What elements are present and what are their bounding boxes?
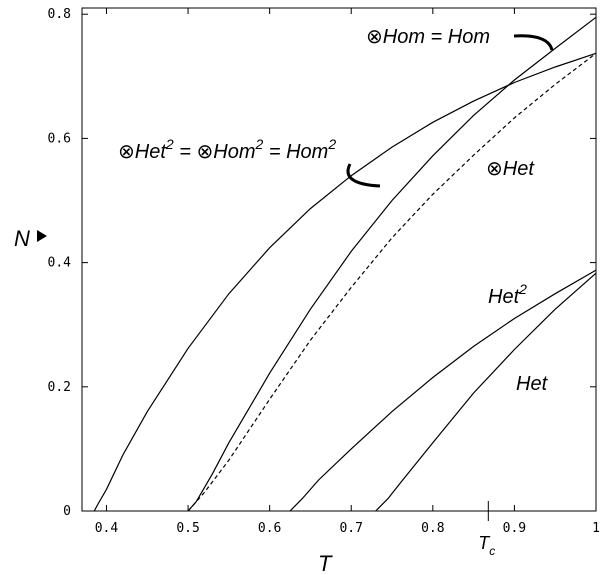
x-tick-label: 0.6: [258, 521, 281, 536]
annotation-squares-pointer: [346, 163, 381, 188]
curves: [93, 16, 597, 512]
series-line-1: [187, 16, 597, 512]
annotation-hom: ⊗Hom = Hom: [366, 26, 490, 48]
x-tick-label: 0.8: [421, 521, 444, 536]
x-tick-label: 0.9: [503, 521, 526, 536]
y-tick-label: 0: [63, 504, 71, 519]
series-line-4: [375, 272, 597, 512]
annotation-het: Het: [516, 373, 549, 395]
tc-marker-label: Tc: [478, 533, 495, 558]
x-axis-label: T: [318, 551, 333, 575]
annotation-tensor-het: ⊗Het: [486, 158, 535, 180]
series-line-0: [93, 52, 597, 512]
y-tick-label: 0.8: [48, 7, 71, 22]
axis-ticks: 0.4 0.5 0.6 0.7 0.8 0.9 1 0 0.2 0.4 0.6 0.8: [48, 7, 600, 536]
y-tick-label: 0.2: [48, 380, 71, 395]
annotation-squares: ⊗Het2 = ⊗Hom2 = Hom2: [118, 136, 336, 163]
y-tick-label: 0.4: [48, 256, 72, 271]
annotation-het-squared: Het2: [488, 281, 527, 308]
annotation-hom-pointer: [513, 34, 554, 51]
y-tick-label: 0.6: [48, 131, 71, 146]
x-tick-label: 1: [592, 521, 600, 536]
y-axis-label-marker: [37, 230, 47, 242]
x-tick-label: 0.5: [176, 521, 199, 536]
y-axis-label: N: [14, 226, 30, 251]
x-tick-label: 0.7: [339, 521, 362, 536]
x-tick-label: 0.4: [95, 521, 119, 536]
plot-frame: [81, 7, 597, 512]
series-line-3: [289, 269, 597, 512]
series-line-2: [187, 52, 597, 512]
